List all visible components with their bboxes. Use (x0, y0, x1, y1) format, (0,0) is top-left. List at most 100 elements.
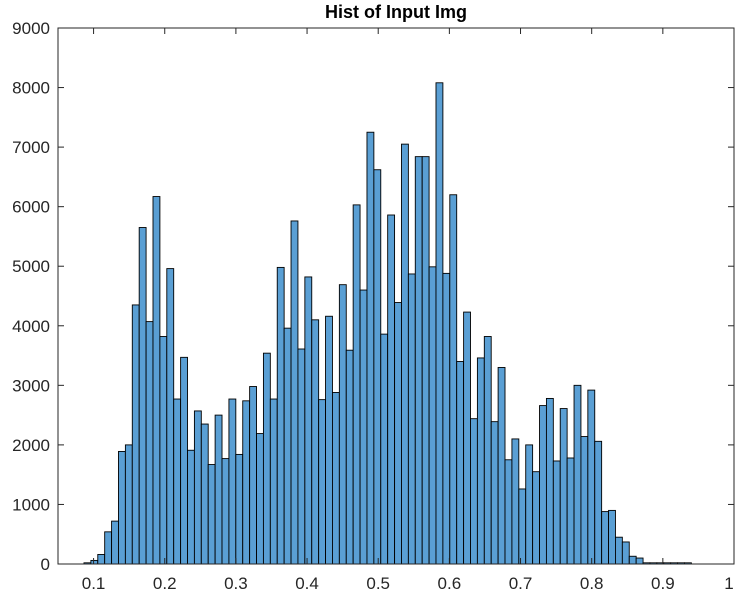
histogram-bar (628, 555, 637, 565)
histogram-bar (311, 319, 320, 565)
histogram-bar (442, 272, 451, 565)
y-tick-label: 8000 (12, 79, 50, 98)
histogram-bar (394, 302, 402, 565)
histogram-bar (435, 82, 444, 565)
histogram-bar (387, 214, 396, 565)
histogram-bar (594, 440, 603, 565)
histogram-bar (359, 289, 368, 565)
histogram-bar (414, 156, 423, 565)
histogram-bar (90, 559, 99, 565)
y-tick-label: 5000 (12, 257, 50, 276)
x-tick-label: 0.9 (651, 574, 675, 593)
histogram-bar (470, 418, 478, 565)
x-tick-label: 0.1 (82, 574, 106, 593)
histogram-bar (242, 400, 251, 565)
y-tick-label: 7000 (12, 138, 50, 157)
histogram-bar (283, 327, 292, 565)
histogram-bar (180, 356, 188, 565)
histogram-bar (118, 450, 126, 565)
histogram-bar (193, 410, 202, 565)
x-tick-label: 0.2 (153, 574, 177, 593)
histogram-bar (325, 315, 333, 565)
histogram-bar (124, 444, 133, 565)
histogram-bar (131, 304, 140, 565)
chart-title: Hist of Input Img (325, 2, 467, 22)
histogram-bar (497, 367, 506, 565)
histogram-bar (621, 541, 630, 565)
histogram-bar (187, 449, 195, 565)
histogram-bar (490, 421, 499, 565)
histogram-bar (111, 520, 119, 565)
histogram-bar (463, 311, 471, 565)
y-tick-label: 9000 (12, 19, 50, 38)
histogram-bar (428, 266, 437, 565)
histogram-bar (345, 349, 354, 565)
histogram-bar (504, 459, 513, 565)
histogram-bar (235, 453, 244, 565)
x-tick-label: 0.4 (295, 574, 319, 593)
histogram-bar (566, 457, 575, 565)
histogram-bar (138, 227, 147, 565)
y-tick-label: 4000 (12, 317, 50, 336)
histogram-bar (580, 436, 589, 565)
histogram-bar (173, 398, 182, 565)
histogram-bar (269, 398, 278, 565)
histogram-bar (366, 131, 375, 565)
x-tick-label: 0.5 (366, 574, 390, 593)
histogram-bar (476, 357, 485, 565)
histogram-bar (608, 509, 616, 565)
y-tick-label: 0 (41, 555, 50, 574)
histogram-bar (601, 511, 610, 565)
histogram-bar (635, 557, 644, 565)
histogram-bar (380, 333, 389, 565)
histogram-bar (297, 348, 306, 565)
x-tick-label: 0.6 (438, 574, 462, 593)
histogram-bar (221, 458, 230, 565)
histogram-bar (511, 438, 520, 565)
histogram-bar (373, 169, 382, 565)
histogram-bar (159, 336, 168, 565)
histogram-bar (352, 204, 361, 565)
y-tick-label: 1000 (12, 495, 50, 514)
x-tick-label: 1 (724, 574, 733, 593)
histogram-bar (449, 194, 458, 565)
histogram-bar (145, 321, 154, 565)
histogram-bar (552, 460, 561, 565)
histogram-bar (525, 444, 534, 565)
histogram-bar (421, 156, 430, 565)
histogram-bar (539, 405, 547, 565)
y-tick-label: 2000 (12, 436, 50, 455)
histogram-bar (615, 536, 623, 565)
histogram-bar (532, 471, 540, 565)
histogram-bar (262, 352, 271, 565)
histogram-bar (256, 433, 264, 565)
histogram-bar (166, 268, 175, 565)
histogram-bar (200, 423, 209, 565)
histogram-bar (587, 389, 596, 565)
histogram-bar (104, 531, 113, 565)
histogram-bar (276, 266, 285, 565)
histogram-bar (559, 408, 568, 565)
histogram-bar (545, 397, 554, 565)
histogram-bar (249, 386, 257, 565)
histogram-bar (207, 464, 216, 565)
histogram-bar (518, 488, 527, 565)
histogram-bar (338, 284, 347, 565)
histogram-bar (228, 398, 237, 565)
bar-group (83, 82, 692, 565)
y-tick-label: 3000 (12, 376, 50, 395)
x-tick-label: 0.8 (580, 574, 604, 593)
histogram-bar (407, 273, 416, 565)
histogram-bar (573, 384, 582, 565)
histogram-bar (97, 554, 106, 565)
axes-box (57, 27, 735, 565)
histogram-bar (214, 414, 223, 565)
histogram-bar (401, 143, 409, 565)
histogram-bar (332, 392, 340, 565)
histogram-bar (483, 336, 492, 565)
histogram-bar (304, 276, 313, 565)
histogram-bar (152, 196, 161, 565)
histogram-bar (318, 399, 326, 565)
histogram-bar (290, 220, 299, 565)
